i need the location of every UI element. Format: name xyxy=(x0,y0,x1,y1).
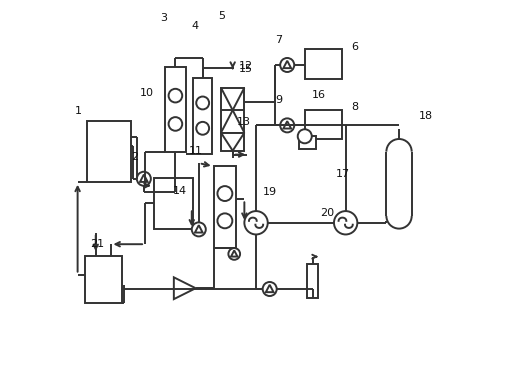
Text: 21: 21 xyxy=(90,239,104,249)
Text: 16: 16 xyxy=(312,90,326,100)
Text: 18: 18 xyxy=(418,111,432,121)
Circle shape xyxy=(192,222,206,237)
Circle shape xyxy=(334,211,358,235)
Bar xyxy=(214,166,236,248)
Bar xyxy=(299,136,316,149)
Circle shape xyxy=(298,129,312,143)
Circle shape xyxy=(280,58,294,72)
Circle shape xyxy=(169,117,182,131)
Circle shape xyxy=(196,97,209,109)
Text: 12: 12 xyxy=(238,61,253,71)
Polygon shape xyxy=(231,250,237,256)
Text: 14: 14 xyxy=(173,186,187,196)
Bar xyxy=(87,122,132,182)
Bar xyxy=(193,78,213,154)
Polygon shape xyxy=(174,277,196,299)
Bar xyxy=(165,67,186,152)
Text: 11: 11 xyxy=(189,146,203,156)
Text: 13: 13 xyxy=(236,117,251,127)
Bar xyxy=(85,256,122,303)
Bar xyxy=(305,49,342,79)
Bar xyxy=(154,178,192,229)
Polygon shape xyxy=(195,225,203,233)
Polygon shape xyxy=(283,121,291,129)
Polygon shape xyxy=(283,61,291,68)
Text: 8: 8 xyxy=(351,102,359,113)
Polygon shape xyxy=(140,174,148,182)
Bar xyxy=(221,88,245,133)
Text: 6: 6 xyxy=(351,42,359,52)
Text: 19: 19 xyxy=(263,187,277,197)
Text: 10: 10 xyxy=(140,88,154,99)
Text: 2: 2 xyxy=(132,152,138,162)
Bar xyxy=(307,264,318,298)
Text: 15: 15 xyxy=(239,64,253,74)
Bar xyxy=(305,110,342,139)
Bar xyxy=(221,133,245,151)
Text: 17: 17 xyxy=(336,169,350,179)
Text: 20: 20 xyxy=(320,208,334,218)
Text: 3: 3 xyxy=(160,13,167,23)
Circle shape xyxy=(217,186,232,201)
Polygon shape xyxy=(266,285,273,292)
Circle shape xyxy=(263,282,277,296)
Text: 9: 9 xyxy=(275,95,282,105)
Circle shape xyxy=(245,211,268,235)
Circle shape xyxy=(229,248,240,260)
Text: 1: 1 xyxy=(75,106,82,116)
Circle shape xyxy=(169,89,182,102)
Text: 5: 5 xyxy=(218,11,225,21)
Circle shape xyxy=(196,122,209,135)
Circle shape xyxy=(217,213,232,228)
Text: 7: 7 xyxy=(275,35,282,45)
Circle shape xyxy=(280,118,294,133)
Text: 4: 4 xyxy=(191,21,198,31)
Circle shape xyxy=(137,172,151,186)
